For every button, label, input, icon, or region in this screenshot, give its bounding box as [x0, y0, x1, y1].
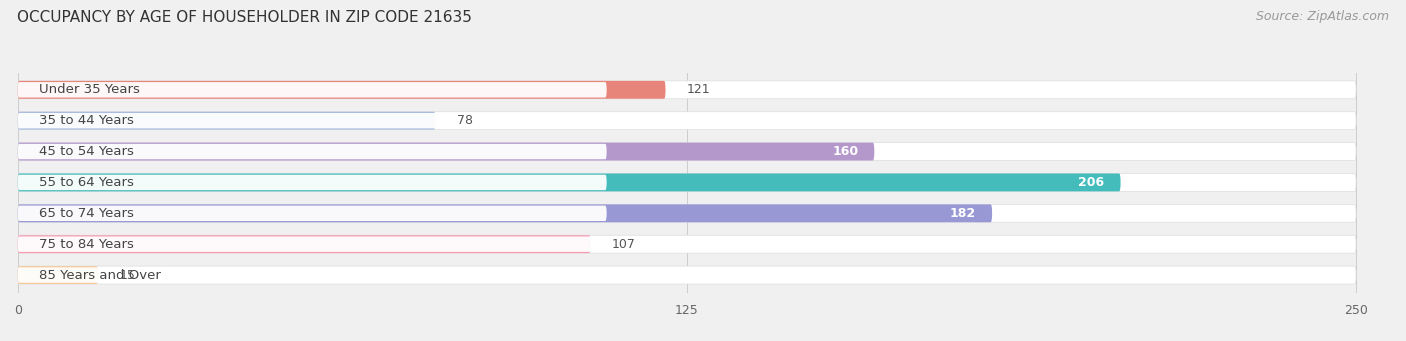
Text: 75 to 84 Years: 75 to 84 Years — [39, 238, 134, 251]
Text: 65 to 74 Years: 65 to 74 Years — [39, 207, 134, 220]
Text: Under 35 Years: Under 35 Years — [39, 83, 141, 96]
FancyBboxPatch shape — [18, 175, 606, 190]
Text: 160: 160 — [832, 145, 858, 158]
Text: 45 to 54 Years: 45 to 54 Years — [39, 145, 134, 158]
FancyBboxPatch shape — [18, 81, 1357, 99]
FancyBboxPatch shape — [18, 204, 1357, 222]
Text: 182: 182 — [950, 207, 976, 220]
FancyBboxPatch shape — [18, 266, 1357, 284]
Text: OCCUPANCY BY AGE OF HOUSEHOLDER IN ZIP CODE 21635: OCCUPANCY BY AGE OF HOUSEHOLDER IN ZIP C… — [17, 10, 472, 25]
FancyBboxPatch shape — [18, 266, 98, 284]
FancyBboxPatch shape — [18, 235, 591, 253]
Text: 121: 121 — [688, 83, 710, 96]
Text: Source: ZipAtlas.com: Source: ZipAtlas.com — [1256, 10, 1389, 23]
Text: 15: 15 — [120, 269, 135, 282]
Text: 107: 107 — [612, 238, 636, 251]
Text: 206: 206 — [1078, 176, 1105, 189]
FancyBboxPatch shape — [18, 144, 606, 159]
FancyBboxPatch shape — [18, 204, 993, 222]
FancyBboxPatch shape — [18, 143, 1357, 161]
FancyBboxPatch shape — [18, 236, 606, 252]
Text: 35 to 44 Years: 35 to 44 Years — [39, 114, 134, 127]
FancyBboxPatch shape — [18, 112, 1357, 130]
Text: 78: 78 — [457, 114, 472, 127]
FancyBboxPatch shape — [18, 113, 606, 129]
FancyBboxPatch shape — [18, 81, 665, 99]
FancyBboxPatch shape — [18, 143, 875, 161]
Text: 55 to 64 Years: 55 to 64 Years — [39, 176, 134, 189]
FancyBboxPatch shape — [18, 267, 606, 283]
FancyBboxPatch shape — [18, 112, 436, 130]
Text: 85 Years and Over: 85 Years and Over — [39, 269, 162, 282]
FancyBboxPatch shape — [18, 82, 606, 98]
FancyBboxPatch shape — [18, 206, 606, 221]
FancyBboxPatch shape — [18, 174, 1357, 191]
FancyBboxPatch shape — [18, 174, 1121, 191]
FancyBboxPatch shape — [18, 235, 1357, 253]
